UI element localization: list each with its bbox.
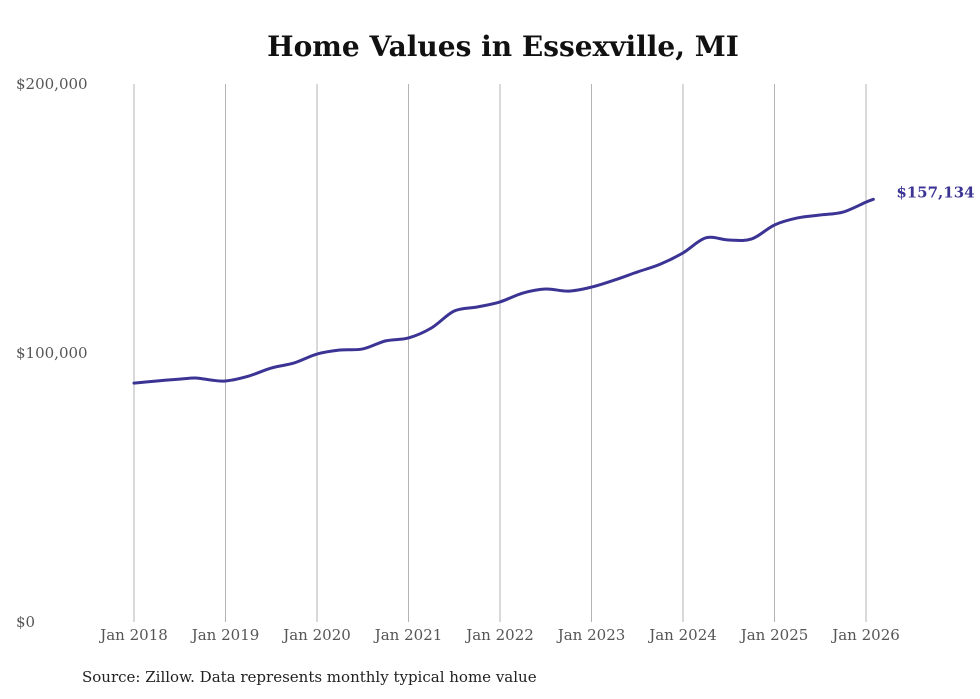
x-tick-label: Jan 2024 — [647, 626, 717, 644]
source-note: Source: Zillow. Data represents monthly … — [82, 668, 537, 686]
x-tick-label: Jan 2026 — [830, 626, 900, 644]
x-tick-label: Jan 2021 — [373, 626, 443, 644]
chart-title: Home Values in Essexville, MI — [267, 30, 739, 63]
x-tick-label: Jan 2022 — [464, 626, 534, 644]
y-tick-label: $0 — [16, 613, 35, 631]
x-tick-label: Jan 2019 — [190, 626, 260, 644]
x-tick-label: Jan 2025 — [739, 626, 809, 644]
y-tick-label: $100,000 — [16, 344, 88, 362]
end-value-label: $157,134 — [896, 183, 974, 201]
x-tick-label: Jan 2023 — [556, 626, 626, 644]
x-tick-label: Jan 2018 — [98, 626, 168, 644]
y-tick-label: $200,000 — [16, 75, 88, 93]
series-line — [132, 197, 875, 385]
x-tick-label: Jan 2020 — [281, 626, 351, 644]
